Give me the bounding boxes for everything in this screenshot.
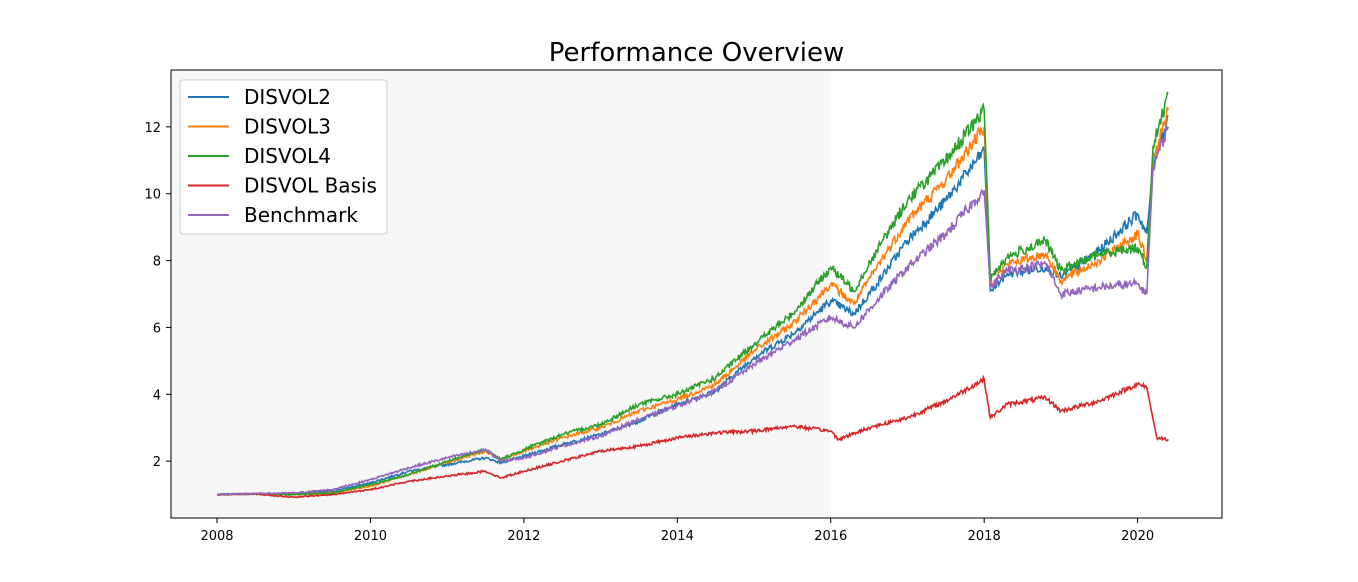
y-tick-label: 10 xyxy=(144,188,161,203)
legend-label: DISVOL4 xyxy=(244,144,331,168)
y-axis: 2 4 6 8 10 12 xyxy=(144,121,171,470)
legend-label: Benchmark xyxy=(244,203,358,227)
series-line-benchmark xyxy=(216,125,1170,496)
legend-label: DISVOL Basis xyxy=(244,174,377,198)
y-tick-label: 8 xyxy=(153,255,161,270)
series-line-disvol3 xyxy=(216,106,1170,497)
y-tick-label: 2 xyxy=(153,455,161,470)
legend-label: DISVOL3 xyxy=(244,115,331,139)
plot-frame xyxy=(170,69,1223,519)
y-tick-label: 12 xyxy=(144,121,161,136)
x-tick-label: 2018 xyxy=(968,529,1001,544)
x-tick-label: 2012 xyxy=(507,529,540,544)
x-axis: 2008 2010 2012 2014 2016 2018 2020 xyxy=(200,518,1154,544)
series-layer xyxy=(216,91,1170,499)
x-tick-label: 2016 xyxy=(814,529,847,544)
series-line-disvol4 xyxy=(216,91,1169,497)
series-line-disvol-basis xyxy=(216,374,1169,499)
legend-box xyxy=(179,79,388,235)
legend-label: DISVOL2 xyxy=(244,85,331,109)
y-tick-label: 6 xyxy=(153,321,161,336)
x-tick-label: 2008 xyxy=(200,529,233,544)
y-tick-label: 4 xyxy=(153,388,161,403)
x-tick-label: 2010 xyxy=(354,529,387,544)
legend: DISVOL2 DISVOL3 DISVOL4 DISVOL Basis Benchma… xyxy=(179,79,388,235)
x-tick-label: 2014 xyxy=(661,529,694,544)
chart-title: Performance Overview xyxy=(549,38,844,68)
x-tick-label: 2020 xyxy=(1121,529,1154,544)
